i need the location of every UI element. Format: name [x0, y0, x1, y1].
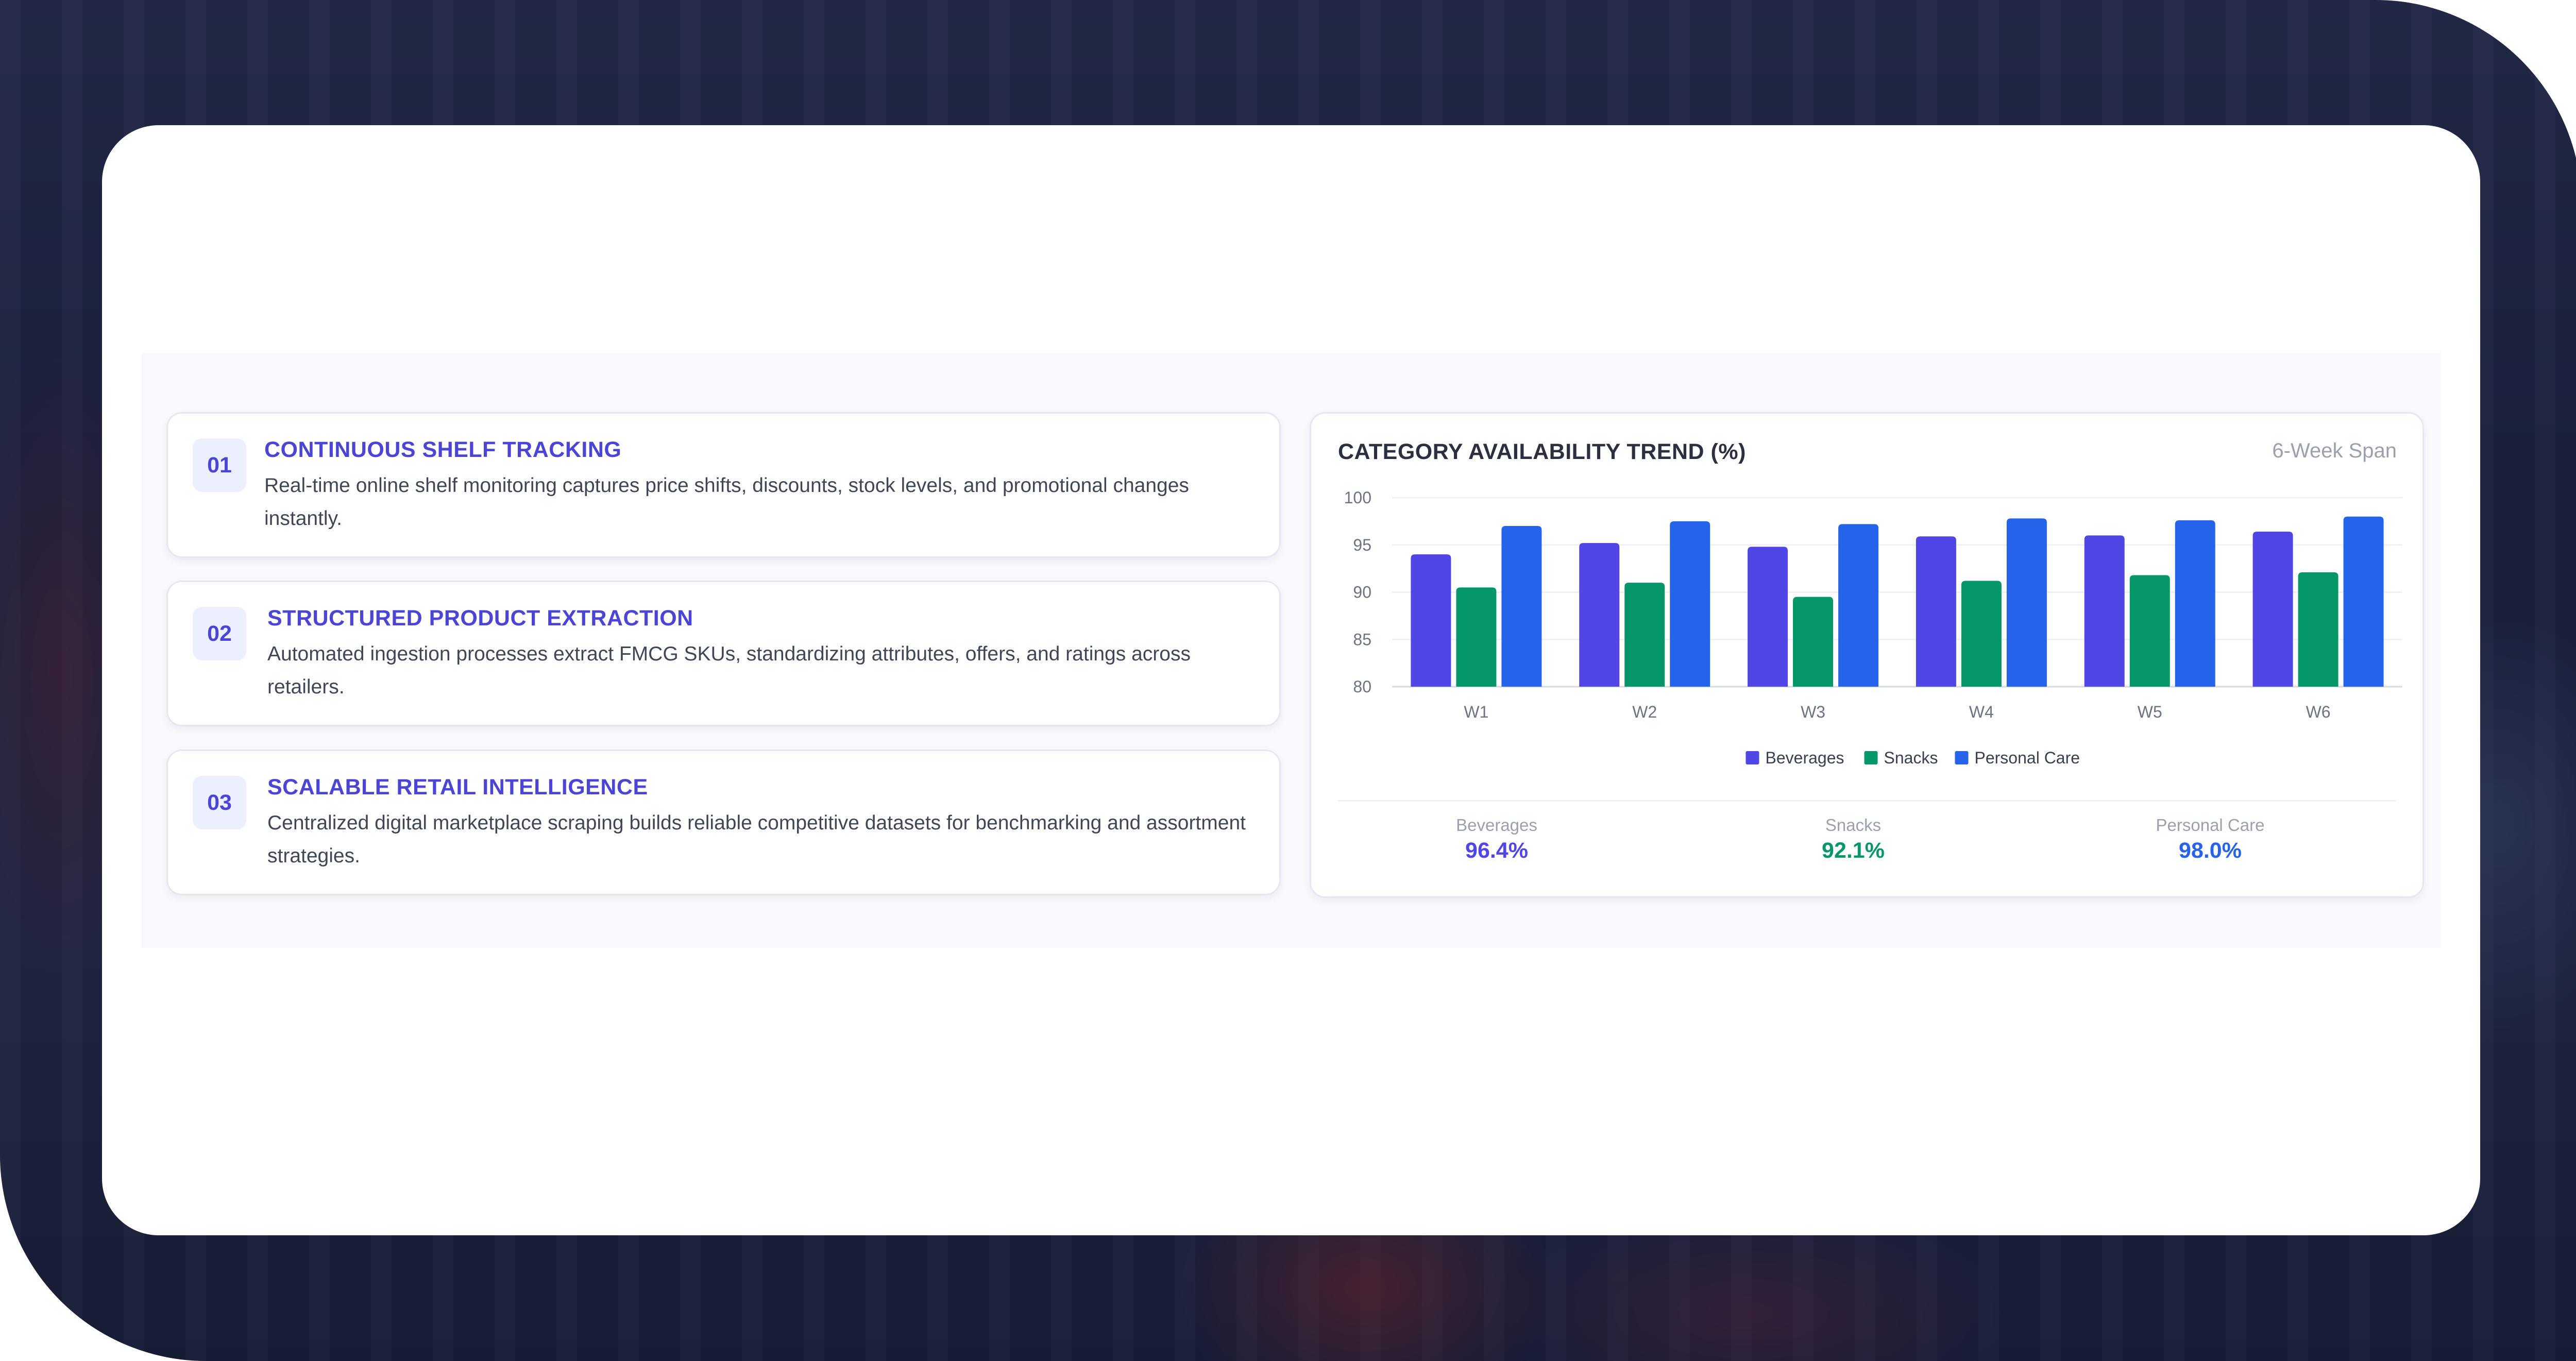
summary-label: Personal Care: [2156, 815, 2265, 835]
summary-label: Snacks: [1825, 815, 1882, 835]
bar-personal-care: [2006, 518, 2047, 687]
chart-span-label: 6-Week Span: [2272, 439, 2397, 462]
bar-beverages: [1748, 547, 1788, 687]
feature-description: Real-time online shelf monitoring captur…: [264, 474, 1189, 530]
x-tick-label: W1: [1464, 703, 1488, 721]
bar-beverages: [1411, 554, 1451, 687]
legend-swatch: [1745, 751, 1759, 764]
y-tick-label: 85: [1353, 630, 1371, 649]
bar-snacks: [1456, 587, 1497, 687]
summary-value: 96.4%: [1465, 838, 1528, 863]
feature-card-shelf-tracking: 01 CONTINUOUS SHELF TRACKING Real-time o…: [166, 412, 1281, 558]
feature-title: CONTINUOUS SHELF TRACKING: [264, 437, 622, 462]
x-tick-label: W5: [2138, 703, 2162, 721]
summary-beverages: Beverages 96.4%: [1394, 815, 1600, 863]
feature-description: Automated ingestion processes extract FM…: [267, 643, 1191, 698]
availability-bar-chart: 80 85 90 95 100 W1 W2 W3 W4 W5 W6 Beverages Snacks Pe…: [1344, 488, 2402, 767]
y-tick-label: 100: [1344, 488, 1371, 507]
summary-value: 98.0%: [2179, 838, 2242, 863]
x-tick-label: W4: [1969, 703, 1994, 721]
x-tick-label: W3: [1801, 703, 1825, 721]
legend-swatch: [1864, 751, 1878, 764]
legend-swatch: [1955, 751, 1969, 764]
x-tick-label: W2: [1632, 703, 1657, 721]
bar-beverages: [2084, 535, 2125, 687]
legend-label: Snacks: [1884, 748, 1938, 767]
bar-snacks: [1793, 597, 1834, 687]
bar-personal-care: [2343, 516, 2384, 687]
feature-card-retail-intelligence: 03 SCALABLE RETAIL INTELLIGENCE Centrali…: [166, 750, 1281, 895]
y-tick-label: 80: [1353, 677, 1371, 696]
feature-card-product-extraction: 02 STRUCTURED PRODUCT EXTRACTION Automat…: [166, 581, 1281, 726]
bar-personal-care: [1501, 526, 1542, 687]
y-tick-label: 95: [1353, 536, 1371, 554]
bar-beverages: [1916, 536, 1956, 687]
legend-label: Beverages: [1766, 748, 1844, 767]
feature-number-badge: 03: [193, 776, 246, 829]
feature-number-badge: 01: [193, 438, 246, 492]
summary-personal-care: Personal Care 98.0%: [2107, 815, 2313, 863]
bar-beverages: [1579, 543, 1620, 687]
feature-title: STRUCTURED PRODUCT EXTRACTION: [267, 606, 693, 631]
chart-divider: [1338, 800, 2396, 802]
bar-personal-care: [1670, 521, 1710, 687]
bar-personal-care: [2175, 520, 2215, 687]
bar-snacks: [2298, 572, 2338, 687]
legend-label: Personal Care: [1975, 748, 2080, 767]
x-tick-label: W6: [2306, 703, 2331, 721]
summary-value: 92.1%: [1822, 838, 1885, 863]
bar-snacks: [2129, 575, 2170, 687]
feature-number-badge: 02: [193, 607, 246, 660]
bar-snacks: [1624, 583, 1665, 687]
summary-label: Beverages: [1456, 815, 1537, 835]
chart-card: CATEGORY AVAILABILITY TREND (%) 6-Week S…: [1310, 412, 2424, 898]
bar-beverages: [2252, 532, 2293, 687]
bar-snacks: [1961, 581, 2002, 687]
y-tick-label: 90: [1353, 583, 1371, 602]
bar-personal-care: [1838, 524, 1879, 687]
feature-title: SCALABLE RETAIL INTELLIGENCE: [267, 775, 648, 799]
feature-description: Centralized digital marketplace scraping…: [267, 812, 1246, 867]
summary-snacks: Snacks 92.1%: [1750, 815, 1956, 863]
chart-title: CATEGORY AVAILABILITY TREND (%): [1338, 439, 1746, 464]
